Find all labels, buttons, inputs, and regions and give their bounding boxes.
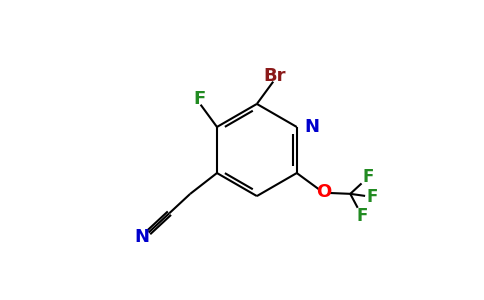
Text: Br: Br: [263, 67, 286, 85]
Text: N: N: [304, 118, 319, 136]
Text: N: N: [135, 228, 150, 246]
Text: F: F: [363, 169, 374, 187]
Text: F: F: [356, 207, 368, 225]
Text: O: O: [316, 183, 331, 201]
Text: F: F: [367, 188, 378, 206]
Text: F: F: [193, 90, 205, 108]
